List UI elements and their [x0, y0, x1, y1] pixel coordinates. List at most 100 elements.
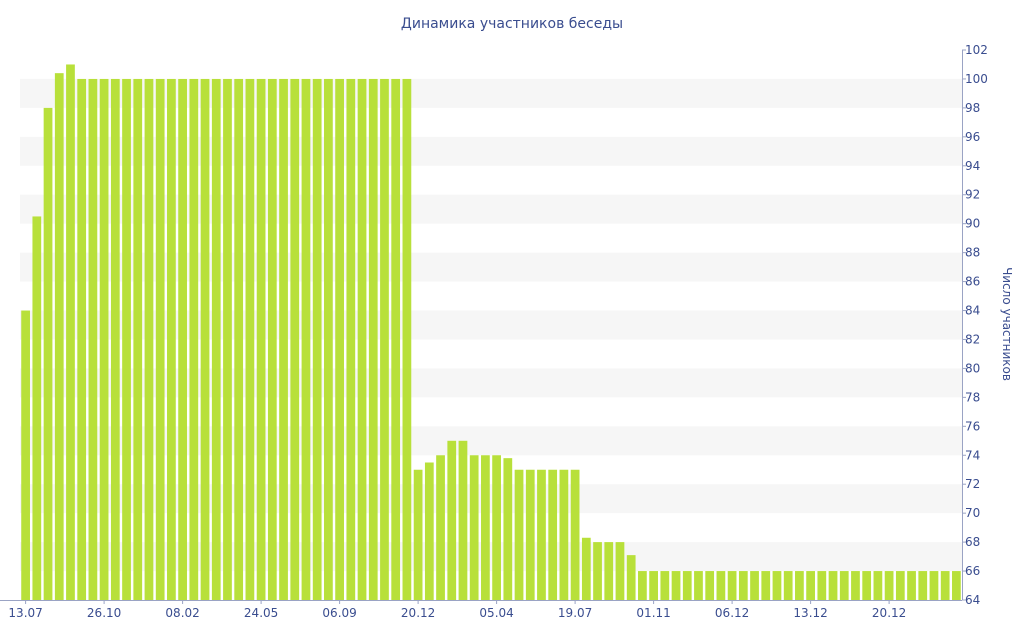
bar[interactable] — [716, 571, 726, 600]
bar[interactable] — [918, 571, 928, 600]
bar[interactable] — [705, 571, 715, 600]
bar[interactable] — [234, 78, 244, 600]
bar[interactable] — [593, 542, 602, 600]
bar[interactable] — [402, 78, 412, 600]
bar[interactable] — [43, 107, 53, 600]
bar[interactable] — [828, 571, 838, 600]
y-tick-label: 66 — [965, 564, 980, 578]
bar[interactable] — [503, 458, 513, 600]
bar[interactable] — [110, 78, 120, 600]
bar[interactable] — [671, 571, 681, 600]
y-tick-label: 84 — [965, 304, 980, 318]
bar[interactable] — [223, 78, 232, 600]
bar[interactable] — [380, 78, 389, 600]
y-tick-label: 82 — [965, 332, 980, 346]
bar[interactable] — [806, 571, 815, 600]
bar[interactable] — [335, 78, 344, 600]
bar[interactable] — [929, 571, 939, 600]
bar[interactable] — [245, 78, 255, 600]
bar[interactable] — [155, 78, 165, 600]
bar[interactable] — [694, 571, 703, 600]
bar[interactable] — [626, 555, 636, 600]
bar[interactable] — [604, 542, 614, 600]
bar[interactable] — [727, 571, 737, 600]
bar[interactable] — [514, 469, 524, 600]
bar[interactable] — [290, 78, 300, 600]
bar[interactable] — [940, 571, 950, 600]
bars — [21, 64, 961, 601]
bar[interactable] — [368, 78, 378, 600]
bar[interactable] — [682, 571, 692, 600]
bar[interactable] — [750, 571, 759, 600]
bar[interactable] — [167, 78, 176, 600]
bar[interactable] — [458, 440, 468, 600]
bar[interactable] — [413, 469, 423, 600]
y-tick-label: 88 — [965, 246, 980, 260]
bar[interactable] — [570, 469, 580, 600]
bar[interactable] — [436, 455, 445, 600]
bar[interactable] — [783, 571, 793, 600]
chart-title: Динамика участников беседы — [401, 16, 623, 32]
bar[interactable] — [884, 571, 894, 600]
bar[interactable] — [66, 64, 75, 601]
bar[interactable] — [761, 571, 771, 600]
bar[interactable] — [525, 469, 535, 600]
bar[interactable] — [211, 78, 221, 600]
bar[interactable] — [907, 571, 916, 600]
x-tick-label: 06.09 — [322, 606, 356, 620]
bar[interactable] — [189, 78, 199, 600]
bar[interactable] — [660, 571, 670, 600]
bar[interactable] — [862, 571, 872, 600]
bar[interactable] — [839, 571, 849, 600]
bar[interactable] — [581, 537, 591, 600]
y-tick-label: 64 — [965, 593, 980, 607]
bar[interactable] — [256, 78, 266, 600]
bar[interactable] — [424, 462, 434, 601]
bar[interactable] — [817, 571, 827, 600]
y-tick-label: 102 — [965, 43, 988, 57]
bar[interactable] — [873, 571, 883, 600]
grid-band — [20, 484, 962, 514]
bar[interactable] — [952, 571, 961, 600]
bar[interactable] — [615, 542, 625, 600]
bar[interactable] — [144, 78, 154, 600]
bar[interactable] — [99, 78, 109, 600]
bar[interactable] — [54, 73, 64, 600]
grid-band — [20, 426, 962, 456]
bar[interactable] — [649, 571, 658, 600]
bar[interactable] — [469, 455, 479, 600]
bar[interactable] — [548, 469, 558, 600]
bar[interactable] — [267, 78, 277, 600]
bar[interactable] — [77, 78, 87, 600]
bar[interactable] — [357, 78, 367, 600]
y-tick-label: 98 — [965, 101, 980, 115]
bar[interactable] — [537, 469, 546, 600]
grid-band — [20, 310, 962, 340]
bar[interactable] — [559, 469, 569, 600]
bar[interactable] — [21, 310, 30, 600]
bar[interactable] — [133, 78, 143, 600]
bar[interactable] — [88, 78, 98, 600]
y-tick-label: 96 — [965, 130, 980, 144]
bar[interactable] — [447, 440, 457, 600]
bar[interactable] — [638, 571, 647, 600]
bar[interactable] — [279, 78, 288, 600]
bar[interactable] — [895, 571, 905, 600]
bar[interactable] — [772, 571, 782, 600]
bar[interactable] — [32, 216, 42, 600]
bar[interactable] — [178, 78, 187, 600]
bar[interactable] — [346, 78, 356, 600]
bar[interactable] — [312, 78, 322, 600]
grid-band — [20, 194, 962, 224]
bar[interactable] — [324, 78, 333, 600]
bar[interactable] — [301, 78, 311, 600]
bar[interactable] — [795, 571, 804, 600]
bar[interactable] — [481, 455, 490, 600]
bar[interactable] — [122, 78, 131, 600]
bar[interactable] — [492, 455, 501, 600]
bar[interactable] — [200, 78, 210, 600]
bar[interactable] — [391, 78, 401, 600]
bar[interactable] — [738, 571, 748, 600]
bar[interactable] — [851, 571, 860, 600]
